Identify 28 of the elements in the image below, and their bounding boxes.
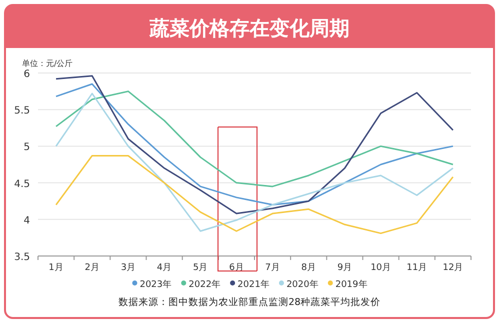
x-tick-label: 2月 <box>84 263 100 273</box>
x-tick-label: 3月 <box>120 263 136 273</box>
line-series <box>55 154 454 234</box>
y-tick-label: 3.5 <box>14 252 30 263</box>
y-tick-label: 4.5 <box>14 178 30 190</box>
legend-label: 2019年 <box>335 279 368 290</box>
line-series <box>55 90 454 188</box>
y-tick-label: 5 <box>24 142 30 154</box>
legend-label: 2021年 <box>238 279 270 290</box>
x-tick-label: 1月 <box>48 263 64 273</box>
y-axis-title: 单位：元/公斤 <box>22 59 73 68</box>
x-tick-label: 8月 <box>301 263 316 273</box>
y-tick-label: 5.5 <box>14 106 30 117</box>
x-tick-label: 7月 <box>265 263 280 273</box>
x-tick-label: 4月 <box>156 263 172 273</box>
legend-label: 2023年 <box>140 279 172 290</box>
x-tick-label: 10月 <box>370 263 392 273</box>
x-tick-label: 5月 <box>193 263 208 273</box>
legend-label: 2020年 <box>286 279 318 290</box>
y-tick-label: 4 <box>24 215 30 226</box>
chart-title: 蔬菜价格存在变化周期 <box>148 16 350 40</box>
line-series <box>55 92 454 232</box>
x-tick-label: 12月 <box>442 263 464 273</box>
x-tick-label: 9月 <box>337 263 352 273</box>
source-note: 数据来源：图中数据为农业部重点监测28种蔬菜平均批发价 <box>118 296 381 308</box>
legend-label: 2022年 <box>188 279 221 290</box>
y-tick-label: 6 <box>24 69 30 80</box>
x-tick-label: 11月 <box>406 263 428 273</box>
